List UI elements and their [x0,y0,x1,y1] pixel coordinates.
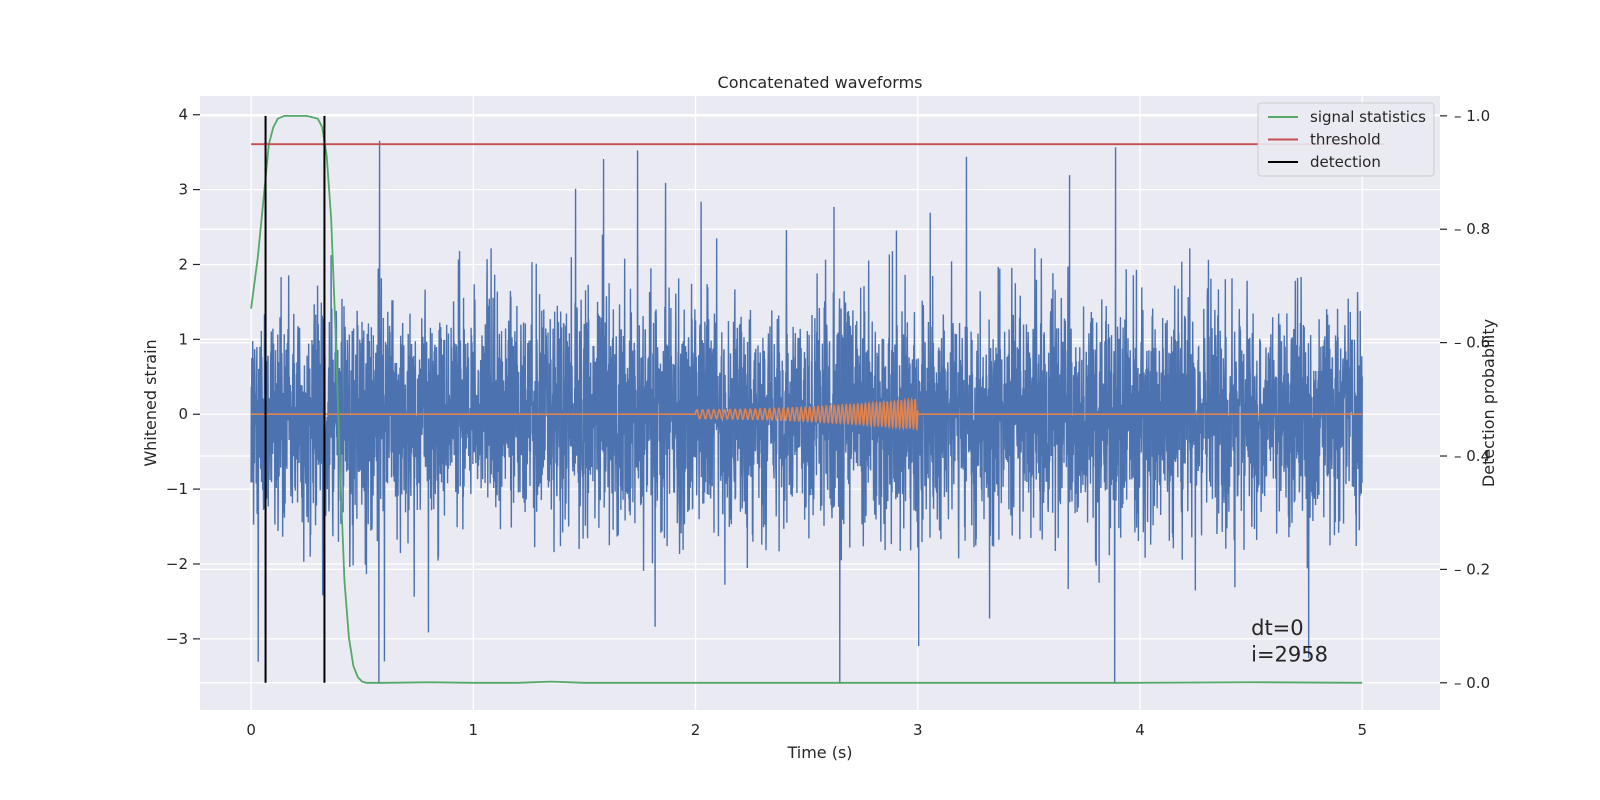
injected-waveform-line [251,396,1363,432]
legend-label: threshold [1310,131,1381,149]
x-tick-label: 0 [246,721,256,739]
annotations: dt=0i=2958 [1251,616,1328,666]
y-tick-label: 2 [178,255,188,273]
y2-tick-label: – 0.6 [1454,334,1490,352]
chart-title: Concatenated waveforms [718,73,923,92]
y-tick-label: 0 [178,405,188,423]
y2-tick-label: – 0.2 [1454,560,1490,578]
legend-label: signal statistics [1310,108,1426,126]
x-tick-label: 1 [469,721,479,739]
legend: signal statistics threshold detection [1257,102,1435,177]
legend-label: detection [1310,153,1381,171]
y-tick-label: 1 [178,330,188,348]
y-tick-label: 3 [178,181,188,199]
x-tick-label: 2 [691,721,701,739]
y-ticks: −3 −2 −1 0 1 2 3 4 [166,106,200,648]
y-tick-label: −1 [166,480,188,498]
y-tick-label: −2 [166,555,188,573]
y-axis-label: Whitened strain [141,339,160,466]
y2-axis-label: Detection probability [1479,319,1498,487]
x-axis-label: Time (s) [786,743,852,762]
x-tick-label: 3 [913,721,923,739]
annotation-text: i=2958 [1251,642,1328,666]
legend-box [1257,102,1435,177]
signal-statistics-line [250,114,1363,684]
series-layer [250,114,1385,684]
x-tick-label: 5 [1357,721,1367,739]
annotation-text: dt=0 [1251,616,1304,640]
y2-tick-label: – 0.0 [1454,674,1490,692]
y2-tick-label: – 0.4 [1454,447,1490,465]
y2-ticks: – 0.0 – 0.2 – 0.4 – 0.6 – 0.8 – 1.0 [1440,107,1490,692]
x-ticks: 0 1 2 3 4 5 [246,721,1367,739]
x-tick-label: 4 [1135,721,1145,739]
y2-tick-label: – 1.0 [1454,107,1490,125]
y-tick-label: 4 [178,106,188,124]
y2-tick-label: – 0.8 [1454,220,1490,238]
y-tick-label: −3 [166,630,188,648]
